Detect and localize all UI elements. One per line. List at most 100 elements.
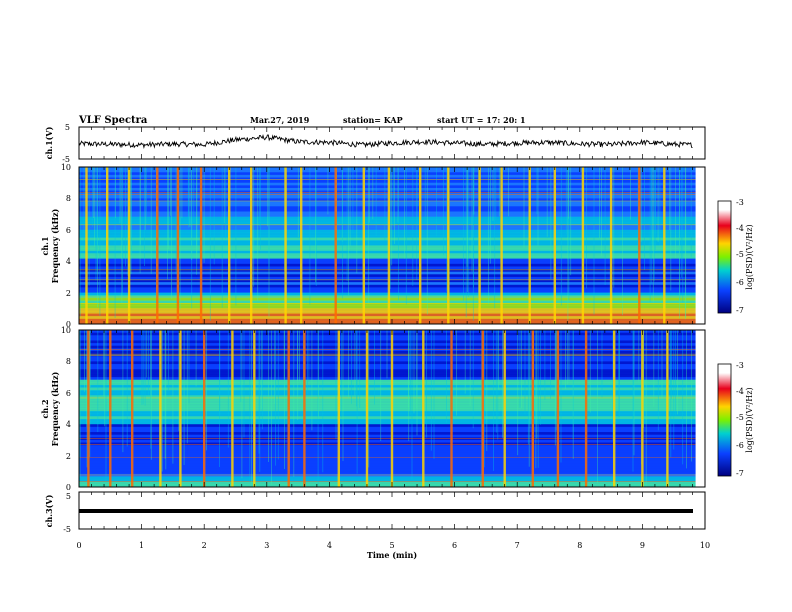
ch1-spectrogram-burst — [106, 167, 109, 324]
ch1-spectrogram-band — [79, 172, 705, 176]
ch1-ytick-2: 2 — [66, 289, 71, 298]
ch1-spectrogram-burst — [447, 167, 450, 324]
ch2-spectrogram-burst — [390, 330, 394, 487]
start-time-label: start UT = 17: 20: 1 — [437, 115, 526, 125]
ch1-waveform-line — [78, 134, 693, 149]
ch2-spectrogram-burst — [641, 330, 644, 487]
ch1-spectrogram-burst — [250, 167, 253, 324]
ch1-spectrogram-band — [79, 208, 705, 212]
ch1-spectrogram-burst — [156, 167, 159, 324]
ch1-spectrogram-band — [79, 185, 705, 189]
ch1-spec-ylabel: ch.1 — [40, 236, 50, 255]
ch1-spectrogram-panel: 0 2 4 6 8 10 ch.1 Frequency (kHz) — [40, 163, 706, 329]
ch1-spectrogram-band — [79, 182, 705, 186]
ch2-spectrogram-burst — [253, 330, 256, 487]
colorbar-ch1-tick-6: -6 — [736, 278, 744, 287]
ch1-spectrogram-band — [79, 313, 705, 317]
ch1-spectrogram-band — [79, 177, 705, 181]
ch1-spectrogram-band — [79, 198, 705, 202]
colorbar-ch1-tick-5: -5 — [736, 250, 744, 259]
ch1-ytick-6: 6 — [66, 226, 71, 235]
colorbar-ch1-bar — [717, 200, 732, 314]
time-tick-label: 9 — [640, 541, 645, 550]
time-tick-label: 0 — [76, 541, 81, 550]
colorbar-ch2-tick-3: -3 — [736, 361, 744, 370]
time-tick-label: 6 — [452, 541, 457, 550]
ch1-spectrogram-band — [79, 232, 705, 236]
ch1-spectrogram-burst — [609, 167, 613, 324]
time-axis-label: Time (min) — [367, 550, 417, 560]
ch3-waveform-line — [79, 509, 693, 513]
ch1-spectrogram-burst — [478, 167, 481, 324]
ch1-ytick-10: 10 — [61, 163, 71, 172]
ch1-spectrogram-band — [79, 295, 705, 299]
colorbar-ch2-label: log(PSD)(V²/Hz) — [745, 387, 754, 452]
time-tick-label: 5 — [389, 541, 394, 550]
ch1-spectrogram-band — [79, 206, 705, 210]
ch1-spectrogram-band — [79, 308, 705, 312]
ch1-spectrogram-burst — [362, 167, 365, 324]
ch1-spectrogram-band — [79, 269, 705, 272]
ch2-spectrogram-burst — [131, 330, 134, 487]
ch1-spectrogram-band — [79, 174, 705, 178]
ch1-spectrogram-band — [79, 287, 705, 291]
ch1-spectrogram-band — [79, 221, 705, 225]
ch2-spectrogram-burst — [422, 330, 425, 487]
ch2-spectrogram-burst — [666, 330, 669, 487]
ch1-spectrogram-band — [79, 305, 705, 309]
ch1-spectrogram-band — [79, 187, 705, 191]
ch2-spectrogram-burst — [450, 330, 453, 487]
colorbar-ch2-tick-7: -7 — [736, 469, 744, 478]
ch1-spectrogram-band — [79, 258, 705, 262]
ch1-spectrogram-burst — [419, 167, 422, 324]
time-tick-label: 2 — [202, 541, 207, 550]
ch1-spectrogram-band — [79, 297, 705, 301]
date-label: Mar.27, 2019 — [250, 115, 310, 125]
ch1-spectrogram-band — [79, 245, 705, 249]
time-axis: 0 1 2 3 4 5 6 7 8 9 10 — [76, 127, 710, 550]
ch2-spec-ylabel: ch.2 — [40, 399, 50, 418]
ch1-spectrogram-band — [79, 279, 705, 283]
ch1-spectrogram-band — [79, 266, 705, 270]
ch2-spectrogram-burst — [231, 330, 234, 487]
ch1-spectrogram-band — [79, 216, 705, 220]
ch2-spectrogram-panel: 0 2 4 6 8 10 ch.2 Frequency (kHz) — [40, 326, 706, 492]
time-tick-label: 8 — [577, 541, 582, 550]
ch1-spectrogram-burst — [500, 167, 503, 324]
ch3-ytick-top: 5 — [66, 492, 71, 501]
ch1-spectrogram-band — [79, 201, 705, 204]
ch1-spectrogram-band — [79, 214, 705, 218]
colorbar-ch1-label: log(PSD)(V²/Hz) — [745, 224, 754, 289]
ch1-spectrogram-burst — [387, 167, 391, 324]
ch2-spectrogram-burst — [337, 330, 340, 487]
ch1-spectrogram-band — [79, 211, 705, 215]
ch1-spectrogram-band — [79, 224, 705, 228]
ch2-spectrogram-burst — [303, 330, 306, 487]
ch1-spectrogram-band — [79, 289, 705, 293]
ch2-spectrogram-burst — [159, 330, 162, 487]
ch1-spectrogram-band — [79, 284, 705, 288]
colorbar-ch2: -3 -4 -5 -6 -7 log(PSD)(V²/Hz) — [717, 361, 754, 478]
ch1-spectrogram-burst — [127, 167, 131, 324]
colorbar-ch2-tick-5: -5 — [736, 413, 744, 422]
time-tick-label: 10 — [700, 541, 710, 550]
ch1-spectrogram-burst — [300, 167, 303, 324]
figure-title: VLF Spectra — [78, 115, 148, 126]
ch1-spectrogram-burst — [553, 167, 556, 324]
colorbar-ch1-tick-7: -7 — [736, 306, 744, 315]
ch2-spectrogram-burst — [365, 330, 369, 487]
ch1-spectrogram-band — [79, 229, 705, 233]
ch3-ytick-bottom: -5 — [63, 525, 71, 534]
ch1-spectrogram-band — [79, 253, 705, 257]
ch1-spectrogram-band — [79, 180, 705, 183]
ch2-spectrogram-burst — [556, 330, 560, 487]
ch1-ytick-bottom: -5 — [62, 155, 70, 164]
ch1-ytick-4: 4 — [66, 257, 71, 266]
ch1-ylabel: ch.1(V) — [44, 126, 54, 159]
ch2-spectrogram-burst — [481, 330, 484, 487]
ch1-spectrogram-band — [79, 203, 705, 207]
ch2-ytick-6: 6 — [66, 389, 71, 398]
ch1-spectrogram-no-data — [695, 167, 705, 324]
ch1-spectrogram-burst — [528, 167, 531, 324]
